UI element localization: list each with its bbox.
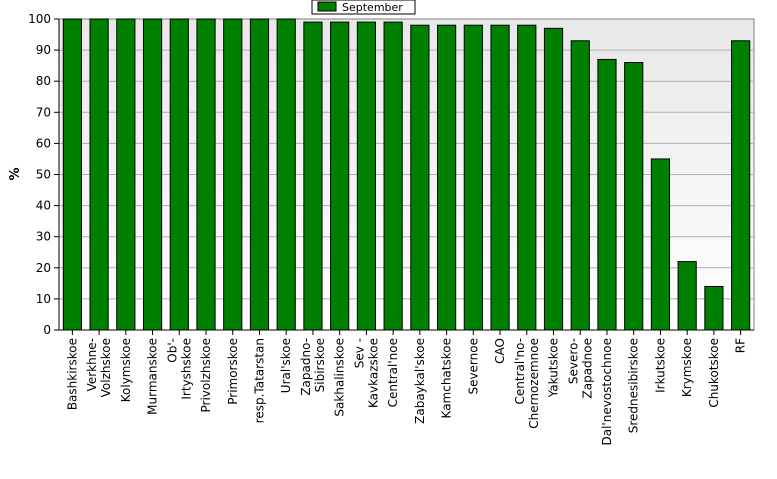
x-tick-label: Privolzhskoe [199, 338, 213, 412]
x-tick-label: RF [734, 338, 748, 353]
bar [196, 18, 216, 331]
y-tick-label: 20 [36, 261, 51, 275]
bar [303, 21, 323, 331]
y-axis-label: % [8, 167, 23, 180]
y-tick-label: 80 [36, 74, 51, 88]
x-tick-label: Chernozemnoe [527, 338, 541, 429]
bar [570, 40, 590, 331]
x-tick-label: resp.Tatarstan [252, 338, 266, 423]
bar [62, 18, 82, 331]
bar [169, 18, 189, 331]
bar [490, 24, 510, 331]
legend-swatch [317, 1, 337, 12]
x-tick-label: Kolymskoe [119, 338, 133, 402]
x-tick-label: Severnoe [466, 338, 480, 395]
bar [597, 58, 617, 331]
x-tick-label: Primorskoe [226, 338, 240, 405]
x-tick-label: Ural'skoe [279, 338, 293, 393]
bar [437, 24, 457, 331]
x-tick-label: Krymskoe [680, 338, 694, 397]
bar [543, 27, 564, 331]
bar [249, 18, 270, 331]
legend-label: September [342, 1, 403, 14]
x-tick-label: Zapadno- [299, 338, 313, 396]
bar [142, 18, 163, 331]
bar [731, 40, 751, 331]
y-tick-label: 30 [36, 230, 51, 244]
bar [410, 24, 430, 331]
x-tick-label: Verkhne- [85, 338, 99, 391]
x-tick-label: Central'no- [513, 338, 527, 405]
x-tick-label: Bashkirskoe [65, 338, 79, 410]
y-tick-label: 10 [36, 292, 51, 306]
bar [463, 24, 483, 331]
y-tick-label: 40 [36, 199, 51, 213]
bar [89, 18, 109, 331]
x-tick-label: CAO [493, 338, 507, 364]
bar [356, 21, 377, 331]
bar [517, 24, 537, 331]
x-tick-label: Irtyshskoe [179, 338, 193, 400]
x-tick-label: Volzhskoe [99, 338, 113, 397]
x-tick-label: Murmanskoe [146, 338, 160, 415]
x-tick-label: Zapadnoe [580, 338, 594, 399]
x-tick-label: Sakhalinskoe [333, 338, 347, 417]
x-tick-label: Kavkazskoe [366, 338, 380, 408]
bar [330, 21, 350, 331]
y-tick-label: 100 [28, 12, 51, 26]
x-tick-label: Yakutskoe [547, 338, 561, 398]
y-tick-labels: 0 10 20 30 40 50 60 70 80 90 100 [28, 12, 51, 337]
y-tick-label: 0 [43, 323, 51, 337]
bar [383, 21, 403, 331]
x-tick-label: Srednesibirskoe [627, 338, 641, 433]
bar [704, 285, 724, 331]
bar [116, 18, 136, 331]
bar [677, 261, 697, 331]
x-tick-label: Irkutskoe [653, 338, 667, 393]
x-tick-label: Sev - [352, 338, 366, 368]
x-tick-labels: Bashkirskoe Verkhne- Volzhskoe Kolymskoe Mur… [65, 338, 747, 446]
x-tick-label: Kamchatskoe [440, 338, 454, 418]
x-tick-label: Dal'nevostochnoe [600, 338, 614, 446]
x-tick-label: Zabaykal'skoe [413, 338, 427, 424]
x-tick-label: Ob'- [165, 338, 179, 363]
y-tick-label: 90 [36, 43, 51, 57]
x-tick-label: Central'noe [386, 338, 400, 407]
x-tick-label: Chukotskoe [707, 338, 721, 408]
y-tick-label: 50 [36, 168, 51, 182]
bars [62, 18, 751, 331]
x-tick-label: Severo- [566, 338, 580, 384]
x-tick-label: Sibirskoe [313, 338, 327, 392]
bar [276, 18, 296, 331]
bar [624, 62, 644, 331]
legend-box [311, 0, 416, 15]
axes [54, 18, 754, 335]
y-tick-label: 70 [36, 105, 51, 119]
bar [223, 18, 243, 331]
bar [650, 158, 671, 331]
y-tick-label: 60 [36, 136, 51, 150]
legend: September [311, 0, 416, 15]
